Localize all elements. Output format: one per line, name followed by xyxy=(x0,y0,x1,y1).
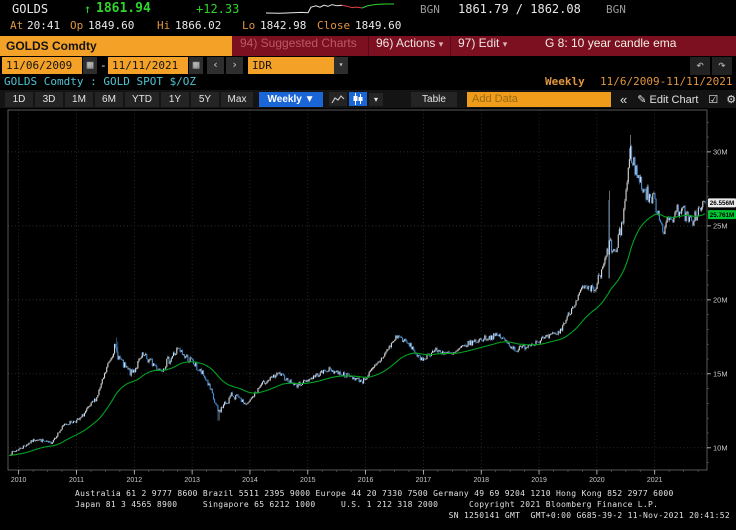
svg-text:2010: 2010 xyxy=(11,477,27,484)
price-change: +12.33 xyxy=(196,2,240,16)
bid-ask: 1861.79 / 1862.08 xyxy=(458,2,581,16)
svg-text:2011: 2011 xyxy=(69,477,84,484)
svg-text:30M: 30M xyxy=(713,147,728,156)
menu-bar: 94) Suggested Charts 96) Actions ▾ 97) E… xyxy=(232,36,736,56)
price-source-right: BGN xyxy=(606,3,626,16)
at-value: 20:41 xyxy=(27,19,61,32)
up-arrow-icon: ↑ xyxy=(84,2,92,16)
collapse-toolbar-icon[interactable]: « xyxy=(620,91,628,107)
price-source-left: BGN xyxy=(420,3,440,16)
svg-text:15M: 15M xyxy=(713,369,728,378)
svg-text:2016: 2016 xyxy=(358,477,374,484)
date-from-field[interactable]: 11/06/2009 xyxy=(2,57,82,74)
prev-period-button[interactable]: ‹ xyxy=(207,57,224,74)
svg-text:2012: 2012 xyxy=(127,477,143,484)
ticker-symbol: GOLDS xyxy=(12,2,49,16)
menu-divider xyxy=(368,36,369,56)
close-value: 1849.60 xyxy=(355,19,402,32)
range-button-1d[interactable]: 1D xyxy=(5,91,33,107)
footer-contacts-line2: Japan 81 3 4565 8900 Singapore 65 6212 1… xyxy=(75,500,659,509)
last-price: 1861.94 xyxy=(96,1,151,16)
date-separator: - xyxy=(100,59,107,72)
intraday-sparkline xyxy=(265,3,394,14)
chart-toolbar: 1D 3D 1M 6M YTD 1Y 5Y Max Weekly ▼ ▾ Tab… xyxy=(0,90,736,108)
annotate-icon[interactable]: ☑ xyxy=(708,93,719,106)
actions-menu[interactable]: 96) Actions ▾ xyxy=(376,36,444,50)
chart-subtitle: GOLDS Comdty : GOLD SPOT $/OZ xyxy=(4,75,197,88)
edit-chart-button[interactable]: ✎ Edit Chart xyxy=(637,93,699,106)
calendar-icon[interactable]: ▦ xyxy=(189,57,203,74)
range-button-3d[interactable]: 3D xyxy=(35,91,63,107)
open-label: Op xyxy=(70,19,84,32)
svg-text:2017: 2017 xyxy=(416,477,432,484)
currency-select[interactable]: IDR xyxy=(248,57,334,74)
svg-text:25M: 25M xyxy=(713,221,728,230)
chevron-down-icon: ▾ xyxy=(502,39,508,49)
currency-dropdown-icon[interactable]: ▾ xyxy=(334,57,348,74)
range-button-5y[interactable]: 5Y xyxy=(191,91,219,107)
calendar-icon[interactable]: ▦ xyxy=(83,57,97,74)
high-value: 1866.02 xyxy=(175,19,222,32)
svg-text:2013: 2013 xyxy=(184,477,200,484)
frequency-select[interactable]: Weekly ▼ xyxy=(259,91,323,107)
low-label: Lo xyxy=(242,19,256,32)
add-data-input[interactable] xyxy=(467,91,611,107)
chart-type-more-icon[interactable]: ▾ xyxy=(369,92,383,106)
security-input[interactable]: GOLDS Comdty xyxy=(0,36,232,56)
edit-menu[interactable]: 97) Edit ▾ xyxy=(458,36,508,50)
range-label: 11/6/2009-11/11/2021 xyxy=(600,75,733,88)
price-chart[interactable]: 10M 15M 20M 25M 30M 2010 2011 2012 2013 2014 2015 2… xyxy=(0,108,736,488)
range-button-ytd[interactable]: YTD xyxy=(125,91,159,107)
chart-settings-gear-icon[interactable]: ⚙ xyxy=(726,93,736,106)
svg-text:26.556M: 26.556M xyxy=(710,200,735,207)
undo-button[interactable]: ↶ xyxy=(690,57,710,75)
svg-text:25.761M: 25.761M xyxy=(710,212,735,219)
suggested-charts-menu[interactable]: 94) Suggested Charts xyxy=(240,36,357,50)
svg-text:2020: 2020 xyxy=(589,477,605,484)
period-label: Weekly xyxy=(545,75,585,88)
menu-divider xyxy=(450,36,451,56)
footer-contacts-line1: Australia 61 2 9777 8600 Brazil 5511 239… xyxy=(75,489,674,498)
table-button[interactable]: Table xyxy=(411,91,457,107)
high-label: Hi xyxy=(157,19,171,32)
close-label: Close xyxy=(317,19,351,32)
svg-text:2019: 2019 xyxy=(531,477,547,484)
redo-button[interactable]: ↷ xyxy=(712,57,732,75)
svg-text:20M: 20M xyxy=(713,295,728,304)
svg-text:10M: 10M xyxy=(713,443,728,452)
svg-text:2015: 2015 xyxy=(300,477,316,484)
at-label: At xyxy=(10,19,24,32)
chevron-down-icon: ▾ xyxy=(438,39,444,49)
range-button-6m[interactable]: 6M xyxy=(95,91,123,107)
open-value: 1849.60 xyxy=(88,19,135,32)
next-period-button[interactable]: › xyxy=(226,57,243,74)
chart-function-title: G 8: 10 year candle ema xyxy=(545,36,677,50)
range-button-max[interactable]: Max xyxy=(221,91,253,107)
date-to-field[interactable]: 11/11/2021 xyxy=(108,57,188,74)
footer-session-info: SN 1250141 GMT GMT+0:00 G685-39-2 11-Nov… xyxy=(448,511,730,520)
candlestick-chart-icon[interactable] xyxy=(349,92,367,106)
line-chart-icon[interactable] xyxy=(329,92,347,106)
svg-text:2014: 2014 xyxy=(242,477,258,484)
svg-text:2021: 2021 xyxy=(647,477,663,484)
range-button-1y[interactable]: 1Y xyxy=(161,91,189,107)
low-value: 1842.98 xyxy=(260,19,307,32)
svg-text:2018: 2018 xyxy=(473,477,489,484)
range-button-1m[interactable]: 1M xyxy=(65,91,93,107)
